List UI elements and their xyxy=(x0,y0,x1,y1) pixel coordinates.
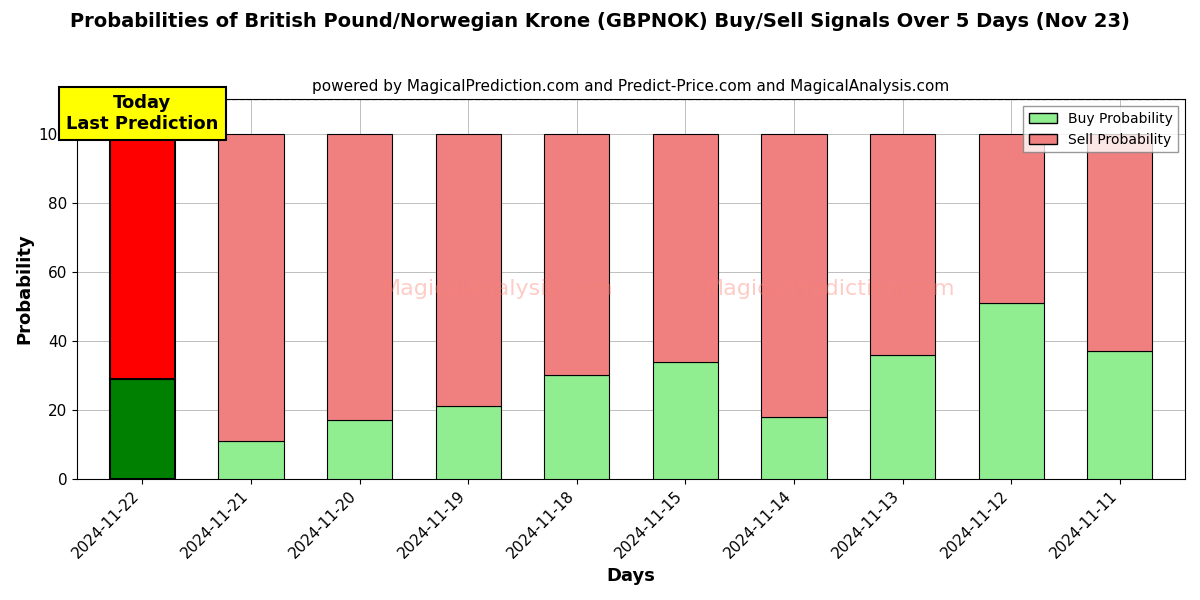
Bar xyxy=(109,379,175,479)
Bar xyxy=(544,376,610,479)
Bar xyxy=(218,441,283,479)
Text: MagicalAnalysis.com: MagicalAnalysis.com xyxy=(383,279,614,299)
Bar xyxy=(979,134,1044,303)
Y-axis label: Probability: Probability xyxy=(14,233,32,344)
X-axis label: Days: Days xyxy=(607,567,655,585)
Bar xyxy=(762,134,827,417)
Bar xyxy=(436,406,500,479)
Bar xyxy=(653,362,718,479)
Bar xyxy=(326,134,392,420)
Title: powered by MagicalPrediction.com and Predict-Price.com and MagicalAnalysis.com: powered by MagicalPrediction.com and Pre… xyxy=(312,79,949,94)
Bar xyxy=(870,134,935,355)
Bar xyxy=(870,355,935,479)
Bar xyxy=(109,134,175,379)
Bar xyxy=(979,303,1044,479)
Bar xyxy=(1087,351,1152,479)
Bar xyxy=(218,134,283,441)
Bar xyxy=(436,134,500,406)
Bar xyxy=(762,417,827,479)
Bar xyxy=(326,420,392,479)
Text: Today
Last Prediction: Today Last Prediction xyxy=(66,94,218,133)
Bar xyxy=(544,134,610,376)
Legend: Buy Probability, Sell Probability: Buy Probability, Sell Probability xyxy=(1024,106,1178,152)
Bar xyxy=(1087,134,1152,351)
Text: MagicalPrediction.com: MagicalPrediction.com xyxy=(706,279,955,299)
Text: Probabilities of British Pound/Norwegian Krone (GBPNOK) Buy/Sell Signals Over 5 : Probabilities of British Pound/Norwegian… xyxy=(70,12,1130,31)
Bar xyxy=(653,134,718,362)
